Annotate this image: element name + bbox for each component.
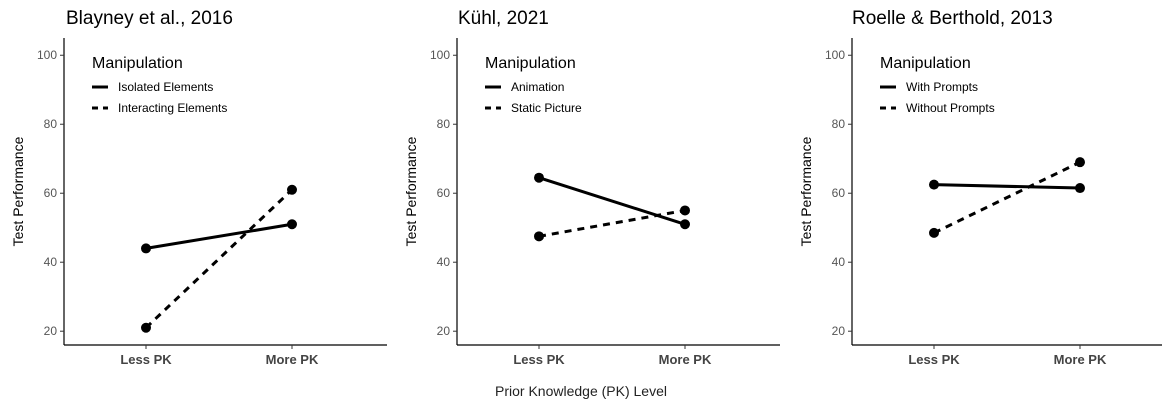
y-tick-label: 60 bbox=[437, 186, 451, 200]
y-tick-label: 100 bbox=[825, 48, 845, 62]
chart-panel-3: Roelle & Berthold, 2013 20 40 60 80 100 Less P… bbox=[788, 0, 1162, 380]
x-tick-label: Less PK bbox=[908, 352, 960, 367]
series-line-solid bbox=[538, 176, 686, 226]
chart-panel-1: Blayney et al., 2016 20 40 60 80 100 Less PK Mo… bbox=[0, 0, 387, 380]
series-line-dashed bbox=[538, 208, 686, 238]
legend-label: Isolated Elements bbox=[118, 80, 213, 94]
y-tick-label: 100 bbox=[37, 48, 57, 62]
series-line-dashed bbox=[933, 160, 1081, 235]
chart-svg: 20 40 60 80 100 Less PK More PK Test Performanc… bbox=[798, 38, 1162, 367]
y-tick-label: 60 bbox=[44, 186, 58, 200]
chart-svg: 20 40 60 80 100 Less PK More PK Test Performanc… bbox=[10, 38, 387, 367]
chart-panel-2: Kühl, 2021 20 40 60 80 100 Less PK More PK Test … bbox=[393, 0, 780, 380]
x-tick-label: Less PK bbox=[513, 352, 565, 367]
series-line-dashed bbox=[144, 188, 294, 329]
chart-title: Kühl, 2021 bbox=[458, 8, 549, 29]
y-tick-label: 20 bbox=[832, 324, 846, 338]
y-tick-label: 40 bbox=[832, 255, 846, 269]
chart-title: Roelle & Berthold, 2013 bbox=[852, 8, 1053, 29]
x-tick-label: More PK bbox=[659, 352, 712, 367]
y-tick-label: 80 bbox=[44, 117, 58, 131]
y-tick-label: 20 bbox=[437, 324, 451, 338]
data-point bbox=[680, 219, 690, 230]
y-axis-label: Test Performance bbox=[403, 136, 419, 246]
data-point bbox=[534, 231, 544, 242]
series-line-solid bbox=[145, 222, 293, 250]
data-point bbox=[141, 322, 151, 333]
y-tick-label: 80 bbox=[832, 117, 846, 131]
x-tick-label: More PK bbox=[266, 352, 319, 367]
legend-label: Without Prompts bbox=[906, 101, 995, 115]
x-axis-label: Prior Knowledge (PK) Level bbox=[495, 383, 667, 399]
chart-svg: 20 40 60 80 100 Less PK More PK Test Performanc… bbox=[403, 38, 780, 367]
legend-label: Interacting Elements bbox=[118, 101, 227, 115]
data-point bbox=[141, 243, 151, 254]
y-tick-label: 80 bbox=[437, 117, 451, 131]
legend-title: Manipulation bbox=[485, 55, 576, 72]
y-tick-label: 60 bbox=[832, 186, 846, 200]
legend-label: Animation bbox=[511, 80, 564, 94]
y-axis-label: Test Performance bbox=[10, 136, 26, 246]
data-point bbox=[1075, 183, 1085, 194]
data-point bbox=[534, 172, 544, 183]
legend-title: Manipulation bbox=[92, 55, 183, 72]
legend-title: Manipulation bbox=[880, 55, 971, 72]
data-point bbox=[1075, 157, 1085, 168]
data-point bbox=[287, 184, 297, 195]
x-tick-label: More PK bbox=[1054, 352, 1107, 367]
chart-title: Blayney et al., 2016 bbox=[66, 8, 233, 29]
data-point bbox=[929, 179, 939, 190]
legend-label: Static Picture bbox=[511, 101, 582, 115]
y-axis-label: Test Performance bbox=[798, 136, 814, 246]
y-tick-label: 40 bbox=[437, 255, 451, 269]
y-tick-label: 20 bbox=[44, 324, 58, 338]
data-point bbox=[680, 205, 690, 216]
legend-label: With Prompts bbox=[906, 80, 978, 94]
data-point bbox=[929, 227, 939, 238]
x-tick-label: Less PK bbox=[120, 352, 172, 367]
series-line-solid bbox=[933, 183, 1081, 190]
y-tick-label: 100 bbox=[430, 48, 450, 62]
y-tick-label: 40 bbox=[44, 255, 58, 269]
data-point bbox=[287, 219, 297, 230]
